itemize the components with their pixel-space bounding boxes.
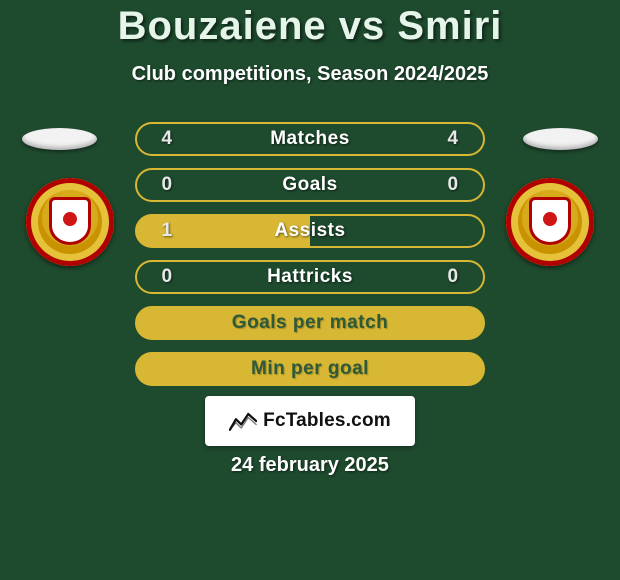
club-badge-left bbox=[26, 178, 114, 266]
stat-label: Matches bbox=[137, 128, 483, 150]
club-badge-right bbox=[506, 178, 594, 266]
stat-left-value: 4 bbox=[153, 128, 181, 150]
page-title: Bouzaiene vs Smiri bbox=[0, 4, 620, 49]
stat-label: Hattricks bbox=[137, 266, 483, 288]
country-flag-left bbox=[22, 128, 97, 150]
shield-icon bbox=[529, 197, 571, 245]
stat-row-goals-per-match: Goals per match bbox=[135, 306, 485, 340]
page-subtitle: Club competitions, Season 2024/2025 bbox=[0, 63, 620, 86]
comparison-card: Bouzaiene vs Smiri Club competitions, Se… bbox=[0, 0, 620, 580]
stat-left-value: 0 bbox=[153, 266, 181, 288]
stat-row-min-per-goal: Min per goal bbox=[135, 352, 485, 386]
stat-row-matches: 4 Matches 4 bbox=[135, 122, 485, 156]
shield-icon bbox=[49, 197, 91, 245]
stat-label: Min per goal bbox=[137, 358, 483, 380]
stat-right-value: 0 bbox=[439, 174, 467, 196]
stat-right-value: 0 bbox=[439, 266, 467, 288]
stat-row-assists: 1 Assists bbox=[135, 214, 485, 248]
stat-label: Assists bbox=[137, 220, 483, 242]
stat-row-hattricks: 0 Hattricks 0 bbox=[135, 260, 485, 294]
stat-label: Goals bbox=[137, 174, 483, 196]
footer-date: 24 february 2025 bbox=[0, 454, 620, 477]
stat-left-value: 1 bbox=[153, 220, 181, 242]
stat-row-goals: 0 Goals 0 bbox=[135, 168, 485, 202]
brand-badge: FcTables.com bbox=[205, 396, 415, 446]
stat-label: Goals per match bbox=[137, 312, 483, 334]
stat-left-value: 0 bbox=[153, 174, 181, 196]
stats-table: 4 Matches 4 0 Goals 0 1 Assists 0 Hattri… bbox=[135, 122, 485, 398]
country-flag-right bbox=[523, 128, 598, 150]
chart-line-icon bbox=[229, 410, 257, 432]
brand-text: FcTables.com bbox=[263, 410, 391, 432]
stat-right-value: 4 bbox=[439, 128, 467, 150]
